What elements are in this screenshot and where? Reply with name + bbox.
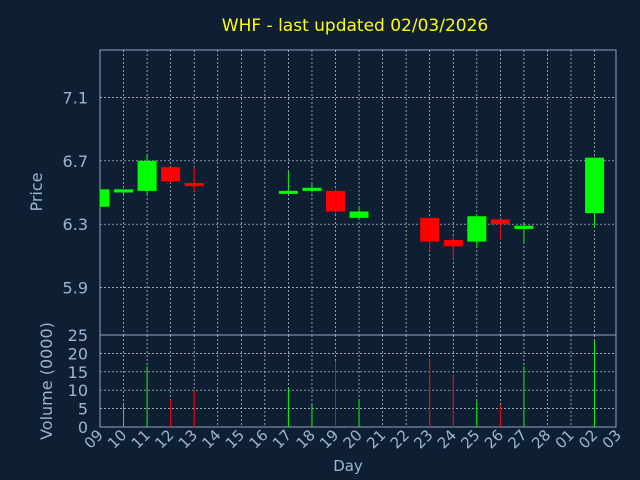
volume-tick-label: 0 [78, 418, 88, 437]
volume-tick-label: 10 [68, 381, 88, 400]
price-tick-label: 7.1 [63, 89, 88, 108]
x-axis-label: Day [333, 457, 363, 475]
chart-title: WHF - last updated 02/03/2026 [222, 16, 488, 36]
candle-body [161, 167, 181, 182]
price-tick-label: 6.3 [63, 215, 88, 234]
volume-axis-label: Volume (0000) [37, 322, 56, 440]
volume-bars [123, 340, 596, 427]
volume-tick-label: 5 [78, 400, 88, 419]
candle-body [490, 219, 510, 225]
volume-tick-label: 25 [68, 326, 88, 345]
price-axis-label: Price [27, 172, 46, 211]
price-tick-label: 6.7 [63, 152, 88, 171]
candle-body [349, 211, 369, 218]
candle-body [278, 190, 298, 194]
price-panel: 5.9 6.3 6.7 7.1 Price [27, 49, 617, 336]
candle-body [184, 183, 204, 187]
volume-panel-frame [99, 334, 617, 428]
candles [99, 154, 605, 259]
volume-tick-label: 20 [68, 344, 88, 363]
price-tick-labels: 5.9 6.3 6.7 7.1 [63, 89, 88, 298]
candle-body [302, 187, 322, 191]
price-grid [100, 50, 616, 335]
candle-body [443, 240, 463, 247]
candle-body [514, 225, 534, 229]
candle-body [467, 216, 487, 242]
candle-body [137, 160, 157, 191]
x-tick-labels: 0910111213141516171819202122232425262728… [81, 426, 625, 452]
volume-tick-label: 15 [68, 363, 88, 382]
candle-body [100, 189, 110, 207]
candle-body [114, 189, 134, 193]
candle-body [585, 157, 605, 214]
candle-body [326, 190, 345, 212]
price-tick-label: 5.9 [63, 279, 88, 298]
candle-body [420, 217, 440, 242]
